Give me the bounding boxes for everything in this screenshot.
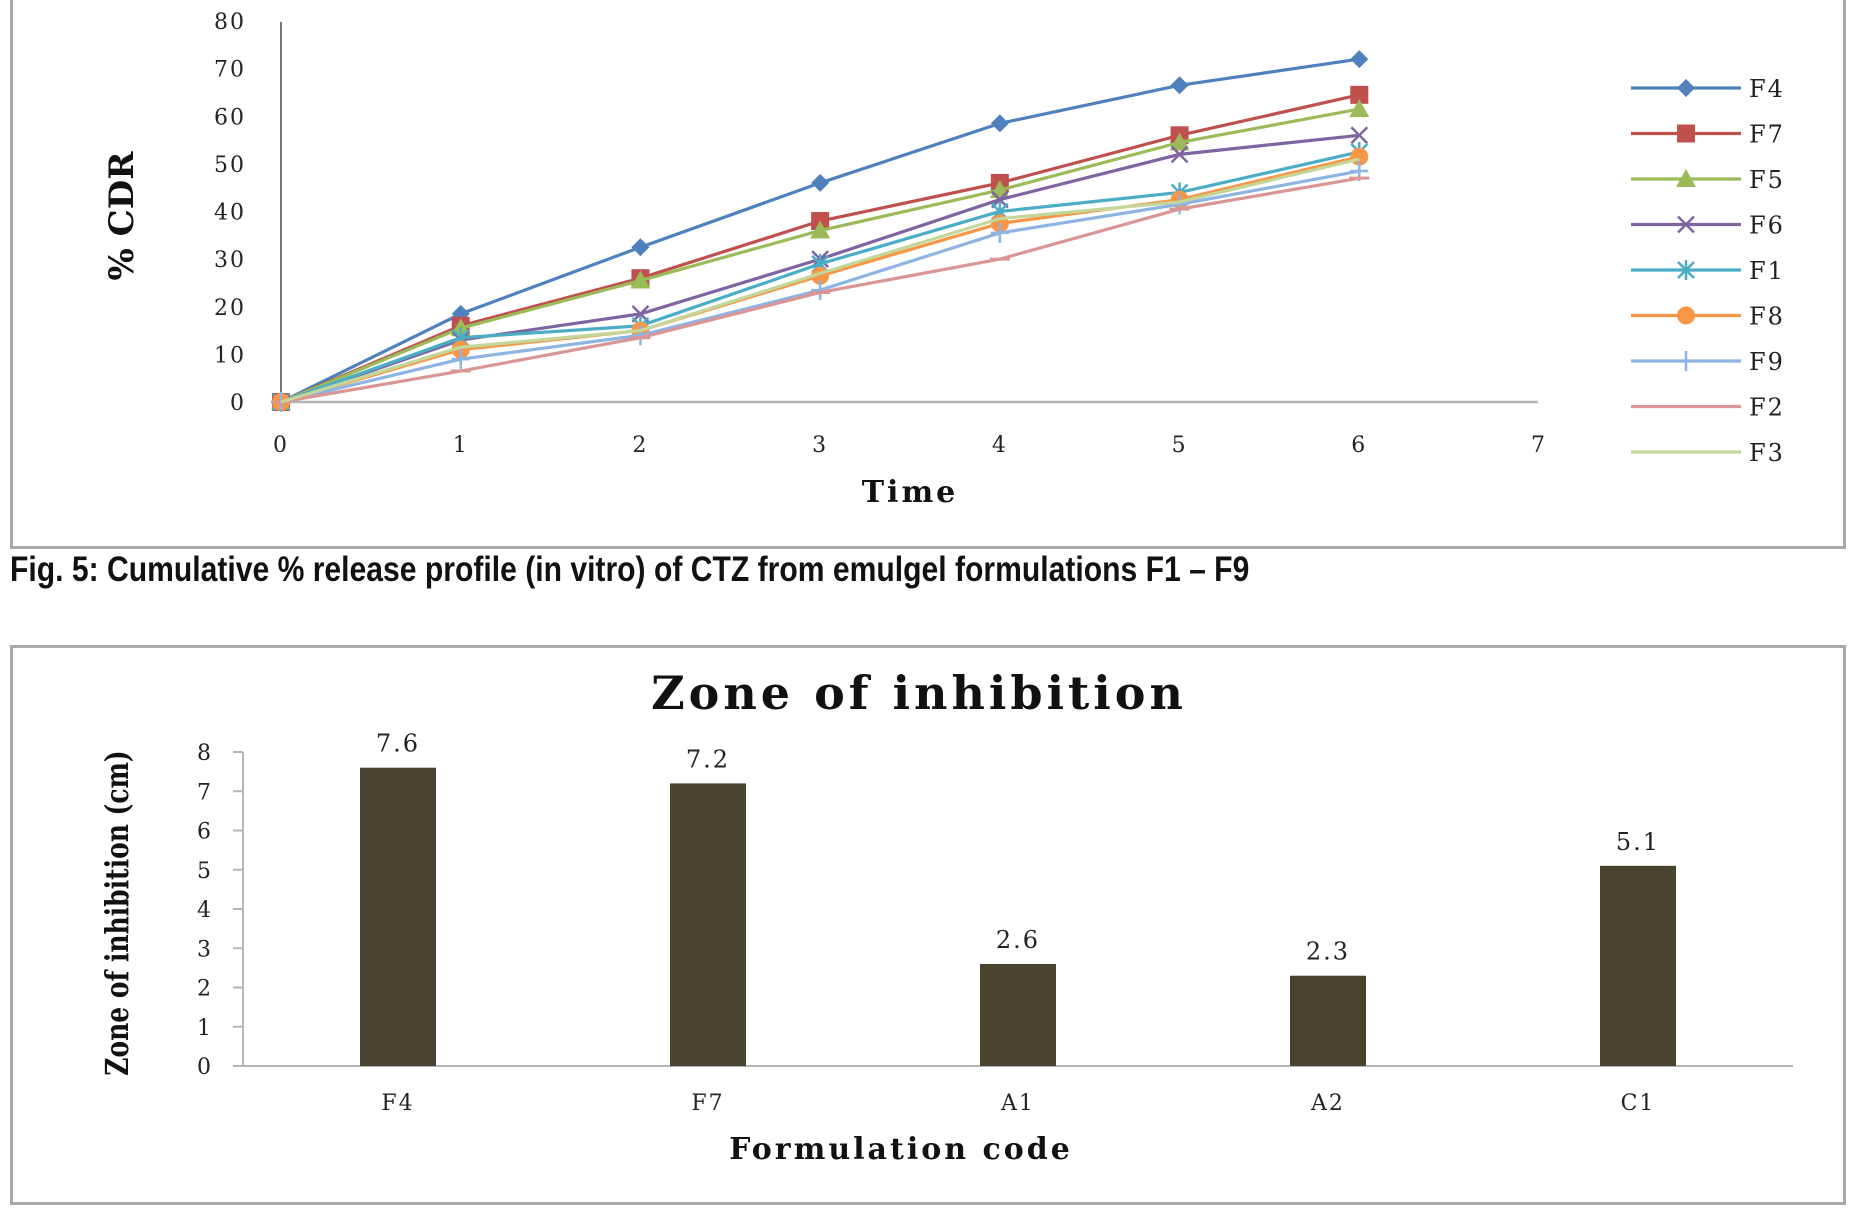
legend-label: F7 <box>1749 121 1785 149</box>
legend-label: F8 <box>1749 303 1785 331</box>
legend-label: F3 <box>1749 439 1785 467</box>
data-point-F4 <box>1170 76 1189 95</box>
data-point-F5 <box>1169 132 1190 151</box>
y-tick-label: 7 <box>197 780 213 805</box>
y-tick-label: 6 <box>197 820 213 845</box>
x-tick-label: 1 <box>453 433 469 458</box>
data-point-F9 <box>451 349 470 370</box>
legend-item-F2: F2 <box>1631 394 1785 422</box>
y-tick-label: 40 <box>214 201 246 226</box>
data-point-F4 <box>811 173 830 192</box>
legend-item-F5: F5 <box>1631 166 1785 194</box>
y-tick-label: 1 <box>197 1016 213 1041</box>
y-tick-label: 2 <box>197 977 213 1002</box>
x-tick-label: A1 <box>1000 1091 1035 1116</box>
y-tick-label: 60 <box>214 105 246 130</box>
legend-label: F1 <box>1749 257 1785 285</box>
bar-F4 <box>360 767 436 1066</box>
data-point-F6 <box>1350 126 1369 145</box>
legend-label: F6 <box>1749 212 1785 240</box>
data-point-F7 <box>1350 85 1369 104</box>
bar-F7 <box>670 783 746 1066</box>
y-tick-label: 50 <box>214 153 246 178</box>
legend-item-F4: F4 <box>1631 75 1785 103</box>
release-profile-chart-panel: 0 10 20 30 40 50 60 70 80 0 1 2 3 4 5 6 7 Time % CDR F4 F7 F5… <box>10 0 1846 549</box>
legend-label: F9 <box>1749 348 1785 376</box>
legend-item-F1: F1 <box>1631 257 1785 285</box>
y-tick-label: 3 <box>197 937 213 962</box>
legend-item-F6: F6 <box>1631 212 1785 240</box>
x-tick-label: 5 <box>1172 433 1188 458</box>
data-point-F5 <box>1349 99 1370 118</box>
data-label: 2.6 <box>996 926 1040 954</box>
y-tick-label: 20 <box>214 296 246 321</box>
figure-caption: Fig. 5: Cumulative % release profile (in… <box>10 550 1250 589</box>
y-tick-label: 80 <box>214 10 246 35</box>
data-point-F9 <box>990 222 1009 243</box>
series-F4 <box>272 50 1369 411</box>
data-point-F4 <box>1350 50 1369 69</box>
legend-item-F8: F8 <box>1631 303 1785 331</box>
bar-A1 <box>980 963 1056 1066</box>
data-point-F4 <box>990 114 1009 133</box>
legend-label: F4 <box>1749 75 1785 103</box>
legend-marker <box>1676 169 1696 187</box>
series-line-F3 <box>280 157 1360 404</box>
x-tick-label: 2 <box>632 433 648 458</box>
legend-item-F9: F9 <box>1631 348 1785 376</box>
y-tick-label: 70 <box>214 58 246 83</box>
data-point-F5 <box>630 270 651 289</box>
legend-marker <box>1677 306 1695 325</box>
y-tick-label: 4 <box>197 898 213 923</box>
x-tick-label: 3 <box>812 433 828 458</box>
y-axis-title: Zone of inhibition (cm) <box>98 750 136 1075</box>
y-tick-label: 30 <box>214 248 246 273</box>
x-tick-label: C1 <box>1621 1091 1656 1116</box>
data-point-F6 <box>1170 145 1189 164</box>
legend-label: F5 <box>1749 166 1785 194</box>
legend-marker <box>1677 124 1695 143</box>
y-tick-label: 0 <box>197 1055 213 1080</box>
data-label: 7.6 <box>376 730 420 758</box>
data-label: 7.2 <box>686 745 730 773</box>
legend-item-F7: F7 <box>1631 121 1785 149</box>
x-tick-label: 7 <box>1531 433 1547 458</box>
data-label: 2.3 <box>1306 938 1350 966</box>
y-tick-label: 0 <box>230 391 246 416</box>
x-axis-title: Time <box>862 475 959 510</box>
data-point-F5 <box>810 220 831 239</box>
x-tick-label: A2 <box>1310 1091 1345 1116</box>
zone-of-inhibition-bar-chart: Zone of inhibition 0 1 2 3 4 5 6 7 8 Zone of inhib… <box>98 666 1793 1167</box>
legend-item-F3: F3 <box>1631 439 1785 467</box>
data-point-F9 <box>1170 194 1189 215</box>
x-axis-title: Formulation code <box>729 1132 1073 1167</box>
x-tick-label: 0 <box>273 433 289 458</box>
series-F7 <box>272 85 1369 411</box>
legend-label: F2 <box>1749 394 1785 422</box>
release-profile-line-chart: 0 10 20 30 40 50 60 70 80 0 1 2 3 4 5 6 7 Time % CDR F4 F7 F5… <box>102 10 1785 510</box>
x-tick-label: F4 <box>381 1091 414 1116</box>
chart-title: Zone of inhibition <box>651 666 1187 720</box>
zone-of-inhibition-chart-panel: Zone of inhibition 0 1 2 3 4 5 6 7 8 Zone of inhib… <box>10 645 1846 1205</box>
legend-marker <box>1677 79 1695 97</box>
legend-marker <box>1677 260 1695 280</box>
x-tick-label: F7 <box>691 1091 724 1116</box>
bar-C1 <box>1600 865 1676 1066</box>
data-point-F4 <box>631 238 650 257</box>
data-label: 5.1 <box>1616 828 1660 856</box>
y-tick-label: 10 <box>214 343 246 368</box>
bar-A2 <box>1290 975 1366 1066</box>
y-axis-title: % CDR <box>102 151 142 281</box>
y-tick-label: 8 <box>197 741 213 766</box>
series-F3 <box>280 157 1360 404</box>
series-F2 <box>271 176 1370 404</box>
y-tick-label: 5 <box>197 859 213 884</box>
x-tick-label: 4 <box>992 433 1008 458</box>
legend-marker <box>1677 215 1695 234</box>
legend-marker <box>1677 351 1695 371</box>
x-tick-label: 6 <box>1351 433 1367 458</box>
